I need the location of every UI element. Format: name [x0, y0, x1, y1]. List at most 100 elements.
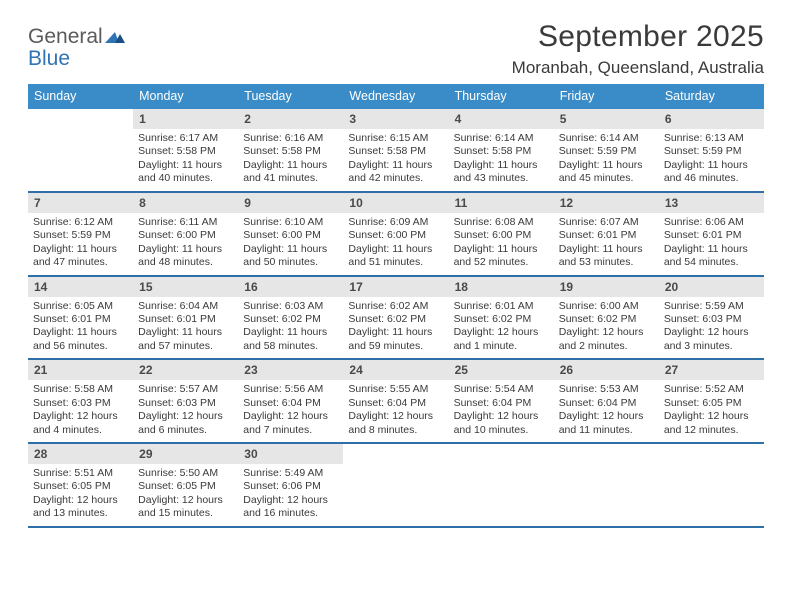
daylight-text: Daylight: 12 hours and 7 minutes.: [243, 410, 338, 437]
sunrise-text: Sunrise: 6:09 AM: [348, 216, 443, 229]
brand-word1: General: [28, 25, 103, 48]
day-number: 30: [238, 444, 343, 464]
day-number: 4: [449, 109, 554, 129]
day-number: 8: [133, 193, 238, 213]
day-cell: 3Sunrise: 6:15 AMSunset: 5:58 PMDaylight…: [343, 109, 448, 191]
day-header: Friday: [554, 84, 659, 109]
sunrise-text: Sunrise: 5:54 AM: [454, 383, 549, 396]
day-number: 14: [28, 277, 133, 297]
daylight-text: Daylight: 11 hours and 43 minutes.: [454, 159, 549, 186]
empty-cell: [659, 444, 764, 526]
daylight-text: Daylight: 12 hours and 12 minutes.: [664, 410, 759, 437]
day-header: Tuesday: [238, 84, 343, 109]
daylight-text: Daylight: 12 hours and 8 minutes.: [348, 410, 443, 437]
sunset-text: Sunset: 6:03 PM: [664, 313, 759, 326]
day-details: Sunrise: 6:11 AMSunset: 6:00 PMDaylight:…: [133, 213, 238, 275]
sunrise-text: Sunrise: 6:14 AM: [559, 132, 654, 145]
day-header-row: SundayMondayTuesdayWednesdayThursdayFrid…: [28, 84, 764, 109]
brand-logo: General Blue: [28, 26, 125, 70]
day-cell: 9Sunrise: 6:10 AMSunset: 6:00 PMDaylight…: [238, 193, 343, 275]
sunset-text: Sunset: 6:06 PM: [243, 480, 338, 493]
day-cell: 30Sunrise: 5:49 AMSunset: 6:06 PMDayligh…: [238, 444, 343, 526]
sunrise-text: Sunrise: 6:12 AM: [33, 216, 128, 229]
day-cell: 21Sunrise: 5:58 AMSunset: 6:03 PMDayligh…: [28, 360, 133, 442]
sunset-text: Sunset: 6:04 PM: [559, 397, 654, 410]
sunrise-text: Sunrise: 6:10 AM: [243, 216, 338, 229]
daylight-text: Daylight: 12 hours and 2 minutes.: [559, 326, 654, 353]
sunrise-text: Sunrise: 5:52 AM: [664, 383, 759, 396]
day-cell: 17Sunrise: 6:02 AMSunset: 6:02 PMDayligh…: [343, 277, 448, 359]
day-number: 21: [28, 360, 133, 380]
sunset-text: Sunset: 6:05 PM: [138, 480, 233, 493]
day-cell: 10Sunrise: 6:09 AMSunset: 6:00 PMDayligh…: [343, 193, 448, 275]
daylight-text: Daylight: 11 hours and 48 minutes.: [138, 243, 233, 270]
sunrise-text: Sunrise: 5:59 AM: [664, 300, 759, 313]
day-details: Sunrise: 5:52 AMSunset: 6:05 PMDaylight:…: [659, 380, 764, 442]
sunrise-text: Sunrise: 5:57 AM: [138, 383, 233, 396]
day-details: Sunrise: 6:16 AMSunset: 5:58 PMDaylight:…: [238, 129, 343, 191]
day-number: 18: [449, 277, 554, 297]
brand-word2: Blue: [28, 47, 70, 70]
day-cell: 5Sunrise: 6:14 AMSunset: 5:59 PMDaylight…: [554, 109, 659, 191]
calendar-grid: SundayMondayTuesdayWednesdayThursdayFrid…: [28, 84, 764, 528]
daylight-text: Daylight: 11 hours and 57 minutes.: [138, 326, 233, 353]
sunset-text: Sunset: 6:02 PM: [243, 313, 338, 326]
day-cell: 18Sunrise: 6:01 AMSunset: 6:02 PMDayligh…: [449, 277, 554, 359]
sunrise-text: Sunrise: 6:06 AM: [664, 216, 759, 229]
sunset-text: Sunset: 6:03 PM: [33, 397, 128, 410]
sunset-text: Sunset: 6:04 PM: [243, 397, 338, 410]
day-details: Sunrise: 6:09 AMSunset: 6:00 PMDaylight:…: [343, 213, 448, 275]
day-header: Sunday: [28, 84, 133, 109]
daylight-text: Daylight: 11 hours and 53 minutes.: [559, 243, 654, 270]
sunset-text: Sunset: 5:58 PM: [454, 145, 549, 158]
empty-cell: [28, 109, 133, 191]
week-row: 7Sunrise: 6:12 AMSunset: 5:59 PMDaylight…: [28, 193, 764, 277]
sunset-text: Sunset: 5:59 PM: [559, 145, 654, 158]
daylight-text: Daylight: 11 hours and 42 minutes.: [348, 159, 443, 186]
week-row: 14Sunrise: 6:05 AMSunset: 6:01 PMDayligh…: [28, 277, 764, 361]
day-cell: 23Sunrise: 5:56 AMSunset: 6:04 PMDayligh…: [238, 360, 343, 442]
day-number: 20: [659, 277, 764, 297]
sunset-text: Sunset: 6:05 PM: [664, 397, 759, 410]
calendar-page: General Blue September 2025 Moranbah, Qu…: [0, 0, 792, 548]
day-details: Sunrise: 6:13 AMSunset: 5:59 PMDaylight:…: [659, 129, 764, 191]
day-details: Sunrise: 6:10 AMSunset: 6:00 PMDaylight:…: [238, 213, 343, 275]
day-header: Wednesday: [343, 84, 448, 109]
day-number: 12: [554, 193, 659, 213]
daylight-text: Daylight: 11 hours and 52 minutes.: [454, 243, 549, 270]
daylight-text: Daylight: 11 hours and 56 minutes.: [33, 326, 128, 353]
day-cell: 25Sunrise: 5:54 AMSunset: 6:04 PMDayligh…: [449, 360, 554, 442]
day-details: Sunrise: 5:57 AMSunset: 6:03 PMDaylight:…: [133, 380, 238, 442]
sunrise-text: Sunrise: 6:11 AM: [138, 216, 233, 229]
day-number: 2: [238, 109, 343, 129]
day-cell: 2Sunrise: 6:16 AMSunset: 5:58 PMDaylight…: [238, 109, 343, 191]
daylight-text: Daylight: 11 hours and 45 minutes.: [559, 159, 654, 186]
day-cell: 29Sunrise: 5:50 AMSunset: 6:05 PMDayligh…: [133, 444, 238, 526]
day-number: 7: [28, 193, 133, 213]
day-cell: 22Sunrise: 5:57 AMSunset: 6:03 PMDayligh…: [133, 360, 238, 442]
day-header: Saturday: [659, 84, 764, 109]
day-number: 13: [659, 193, 764, 213]
sunrise-text: Sunrise: 6:14 AM: [454, 132, 549, 145]
day-cell: 20Sunrise: 5:59 AMSunset: 6:03 PMDayligh…: [659, 277, 764, 359]
day-number: 3: [343, 109, 448, 129]
sunset-text: Sunset: 6:04 PM: [454, 397, 549, 410]
sunset-text: Sunset: 6:00 PM: [348, 229, 443, 242]
day-details: Sunrise: 5:54 AMSunset: 6:04 PMDaylight:…: [449, 380, 554, 442]
daylight-text: Daylight: 11 hours and 51 minutes.: [348, 243, 443, 270]
day-details: Sunrise: 6:15 AMSunset: 5:58 PMDaylight:…: [343, 129, 448, 191]
day-details: Sunrise: 6:14 AMSunset: 5:59 PMDaylight:…: [554, 129, 659, 191]
daylight-text: Daylight: 11 hours and 46 minutes.: [664, 159, 759, 186]
day-number: 22: [133, 360, 238, 380]
day-number: 5: [554, 109, 659, 129]
day-number: 27: [659, 360, 764, 380]
day-number: 16: [238, 277, 343, 297]
daylight-text: Daylight: 12 hours and 1 minute.: [454, 326, 549, 353]
daylight-text: Daylight: 11 hours and 58 minutes.: [243, 326, 338, 353]
sunrise-text: Sunrise: 6:01 AM: [454, 300, 549, 313]
day-details: Sunrise: 5:50 AMSunset: 6:05 PMDaylight:…: [133, 464, 238, 526]
day-cell: 7Sunrise: 6:12 AMSunset: 5:59 PMDaylight…: [28, 193, 133, 275]
sunrise-text: Sunrise: 5:53 AM: [559, 383, 654, 396]
day-cell: 15Sunrise: 6:04 AMSunset: 6:01 PMDayligh…: [133, 277, 238, 359]
empty-cell: [554, 444, 659, 526]
